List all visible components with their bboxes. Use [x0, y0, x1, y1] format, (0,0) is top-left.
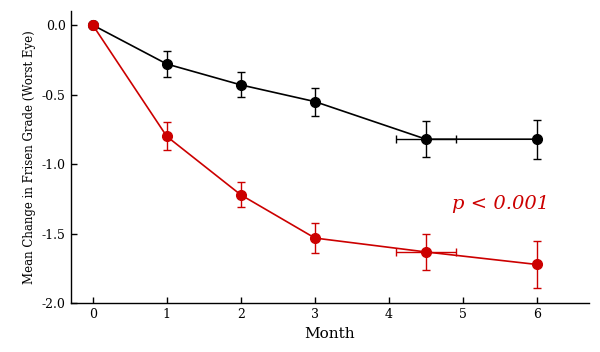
Text: p < 0.001: p < 0.001 — [452, 195, 549, 213]
Y-axis label: Mean Change in Frisen Grade (Worst Eye): Mean Change in Frisen Grade (Worst Eye) — [23, 30, 36, 284]
X-axis label: Month: Month — [304, 327, 355, 341]
